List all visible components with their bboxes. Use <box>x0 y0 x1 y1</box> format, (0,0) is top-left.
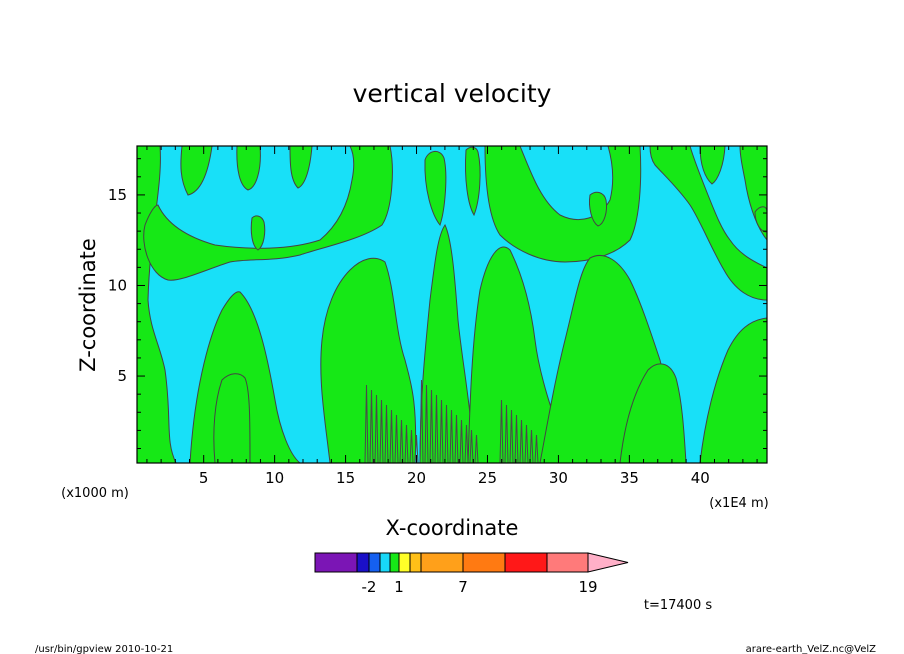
colorbar-segment <box>379 552 391 573</box>
colorbar-segment <box>420 552 464 573</box>
colorbar-segment <box>546 552 589 573</box>
positive-velocity-region <box>236 146 261 191</box>
footer-right: arare-earth_VelZ.nc@VelZ <box>746 644 877 654</box>
x-tick-label: 5 <box>199 469 209 487</box>
positive-velocity-region <box>143 146 393 281</box>
colorbar-segment <box>462 552 506 573</box>
chart-title: vertical velocity <box>353 79 552 108</box>
colorbar: -2 1 7 19 <box>314 552 629 596</box>
x-tick-label: 10 <box>265 469 284 487</box>
y-axis-label: Z-coordinate <box>76 238 100 372</box>
positive-velocity-region <box>484 146 642 263</box>
positive-velocity-region <box>419 224 476 463</box>
positive-velocity-region <box>180 146 213 196</box>
x-tick-label: 25 <box>478 469 497 487</box>
y-axis-ticks: 5 10 15 <box>108 158 767 450</box>
y-tick-label: 15 <box>108 186 127 204</box>
positive-velocity-region <box>289 146 313 189</box>
x-tick-label: 15 <box>336 469 355 487</box>
colorbar-segment <box>504 552 548 573</box>
colorbar-label: 1 <box>394 578 404 596</box>
colorbar-arrow <box>587 552 629 573</box>
time-label: t=17400 s <box>644 598 712 613</box>
colorbar-label: 19 <box>578 578 597 596</box>
x-unit-left: (x1000 m) <box>61 486 129 501</box>
x-axis-label: X-coordinate <box>386 516 519 540</box>
fine-scale-contours <box>364 379 539 463</box>
colorbar-label: 7 <box>458 578 468 596</box>
y-tick-label: 10 <box>108 276 127 294</box>
colorbar-segment <box>368 552 381 573</box>
colorbar-segment <box>398 552 411 573</box>
colorbar-segment <box>314 552 358 573</box>
x-tick-label: 30 <box>549 469 568 487</box>
x-axis-ticks: 5 10 15 20 25 30 35 40 <box>146 146 758 487</box>
footer-left: /usr/bin/gpview 2010-10-21 <box>35 644 173 654</box>
positive-velocity-region <box>699 317 767 463</box>
colorbar-segment <box>409 552 422 573</box>
positive-velocity-region <box>699 146 726 185</box>
plot-area <box>136 145 768 464</box>
positive-velocity-region <box>649 146 767 301</box>
positive-velocity-region <box>467 246 571 463</box>
colorbar-segment <box>389 552 400 573</box>
positive-velocity-region <box>619 363 687 463</box>
positive-velocity-region <box>589 191 607 227</box>
colorbar-segment <box>356 552 370 573</box>
positive-velocity-region <box>250 215 266 251</box>
y-tick-label: 5 <box>117 367 127 385</box>
x-tick-label: 35 <box>620 469 639 487</box>
contour-field <box>137 146 767 463</box>
x-unit-right: (x1E4 m) <box>709 496 768 511</box>
x-tick-label: 40 <box>691 469 710 487</box>
colorbar-label: -2 <box>362 578 377 596</box>
plot-frame <box>136 145 768 464</box>
positive-velocity-region <box>213 373 251 463</box>
x-tick-label: 20 <box>407 469 426 487</box>
positive-velocity-region <box>424 151 447 227</box>
